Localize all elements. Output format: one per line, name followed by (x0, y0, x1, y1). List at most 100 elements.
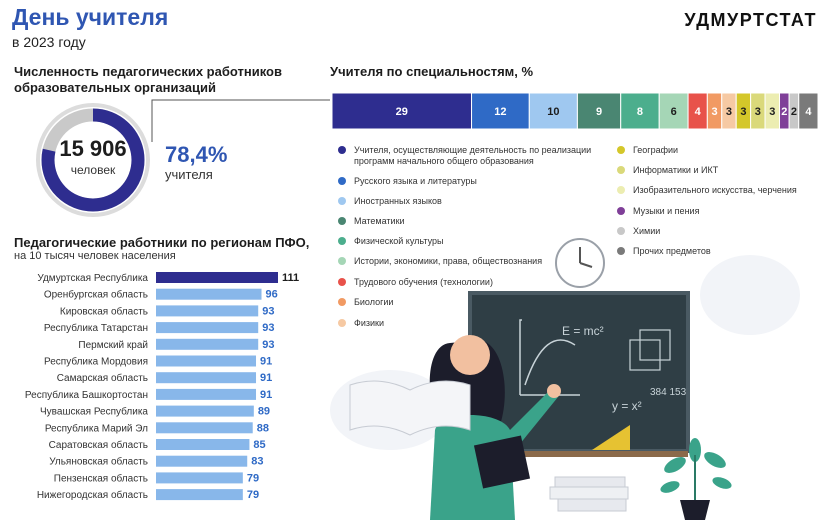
legend-swatch (617, 247, 625, 255)
books-stack-icon (549, 476, 629, 512)
board-numbers: 384 153 (650, 387, 687, 398)
region-value-label: 91 (260, 356, 272, 368)
specialties-chart-title: Учителя по специальностям, % (330, 64, 534, 79)
specialty-segment (471, 92, 530, 130)
region-label: Республика Мордовия (44, 356, 148, 368)
region-label: Саратовская область (49, 439, 148, 451)
specialty-value-label: 8 (637, 106, 643, 118)
region-label: Республика Башкортостан (25, 389, 148, 401)
region-value-label: 93 (262, 305, 274, 317)
region-label: Чувашская Республика (40, 406, 148, 418)
open-book-icon (349, 380, 471, 436)
region-label: Пензенская область (54, 472, 148, 484)
donut-title-line2: образовательных организаций (14, 80, 216, 95)
specialty-value-label: 12 (494, 106, 506, 118)
specialty-value-label: 6 (671, 106, 677, 118)
region-bar (156, 455, 248, 467)
regions-chart-subtitle: на 10 тысяч человек населения (14, 250, 176, 262)
region-value-label: 79 (247, 472, 259, 484)
region-bar (156, 472, 243, 484)
legend-swatch (338, 146, 346, 154)
legend-swatch (338, 237, 346, 245)
bg-blob-right (700, 255, 800, 335)
region-bar (156, 489, 243, 501)
region-label: Оренбургская область (44, 289, 148, 301)
legend-label: Русского языка и литературы (354, 176, 477, 186)
legend-label: Физики (354, 318, 384, 328)
region-bar (156, 288, 262, 300)
legend-swatch (338, 257, 346, 265)
legend-swatch (617, 166, 625, 174)
legend-swatch (617, 186, 625, 194)
specialty-value-label: 3 (711, 106, 717, 118)
specialty-value-label: 29 (396, 106, 408, 118)
region-bar (156, 388, 257, 400)
teachers-share-donut (36, 103, 150, 217)
specialty-segment (528, 92, 578, 130)
specialty-value-label: 3 (769, 106, 775, 118)
region-label: Республика Марий Эл (45, 422, 148, 434)
book-icon (473, 435, 531, 489)
region-label: Нижегородская область (37, 489, 148, 501)
region-bar (156, 405, 254, 417)
specialty-value-label: 3 (740, 106, 746, 118)
specialty-value-label: 2 (781, 106, 787, 118)
region-value-label: 111 (282, 272, 299, 284)
legend-swatch (338, 298, 346, 306)
legend-label: Учителя, осуществляющие деятельность по … (354, 145, 592, 166)
region-bar (156, 322, 259, 334)
region-value-label: 91 (260, 389, 272, 401)
teacher-illustration: E = mc² y = x² 384 153 (330, 238, 800, 520)
brand-logo-text: УДМУРТСТАТ (684, 10, 817, 30)
specialty-segment (331, 92, 473, 130)
region-label: Удмуртская Республика (37, 272, 148, 284)
region-value-label: 91 (260, 372, 272, 384)
legend-swatch (338, 177, 346, 185)
region-label: Пермский край (78, 340, 148, 351)
legend-label: Изобразительного искусства, черчения (633, 185, 797, 195)
region-label: Республика Татарстан (44, 322, 148, 334)
specialty-segment (798, 92, 819, 130)
region-value-label: 88 (257, 422, 269, 434)
region-value-label: 93 (262, 322, 274, 334)
donut-section-title: Численность педагогических работников об… (14, 64, 282, 96)
legend-label: Химии (633, 226, 661, 236)
specialty-value-label: 2 (791, 106, 797, 118)
donut-connector (151, 99, 330, 142)
page-title: День учителя (12, 4, 169, 30)
donut-total-unit: человек (70, 163, 116, 177)
region-label: Кировская область (60, 305, 148, 317)
donut-title-line1: Численность педагогических работников (14, 64, 282, 79)
teachers-share-value: 78,4% (165, 142, 228, 167)
legend-swatch (617, 207, 625, 215)
legend-swatch (338, 278, 346, 286)
legend-swatch (617, 227, 625, 235)
legend-label: Музыки и пения (633, 206, 700, 216)
region-bar (156, 422, 253, 434)
legend-label: Иностранных языков (354, 196, 442, 206)
region-value-label: 93 (262, 339, 274, 351)
region-label: Самарская область (57, 372, 148, 384)
region-bar (156, 272, 278, 283)
legend-label: Биологии (354, 297, 394, 307)
region-value-label: 89 (258, 406, 270, 418)
board-formula-1: E = mc² (562, 324, 604, 338)
region-label: Ульяновская область (49, 456, 148, 468)
legend-swatch (338, 319, 346, 327)
plant-icon (660, 438, 732, 520)
legend-swatch (617, 146, 625, 154)
board-formula-2: y = x² (612, 399, 642, 413)
teachers-share-label: учителя (165, 167, 213, 182)
legend-label: Истории, экономики, права, обществознани… (354, 256, 543, 266)
legend-label: Прочих предметов (633, 246, 711, 256)
region-value-label: 83 (251, 456, 263, 468)
legend-swatch (338, 197, 346, 205)
legend-swatch (338, 217, 346, 225)
region-bar (156, 305, 259, 317)
legend-label: Физической культуры (354, 236, 444, 246)
regions-bar-chart: Удмуртская Республика 111 Оренбургская обл… (25, 272, 299, 501)
specialty-segment (620, 92, 660, 130)
legend-label: Математики (354, 216, 405, 226)
donut-total-value: 15 906 (59, 136, 127, 161)
specialty-value-label: 3 (726, 106, 732, 118)
